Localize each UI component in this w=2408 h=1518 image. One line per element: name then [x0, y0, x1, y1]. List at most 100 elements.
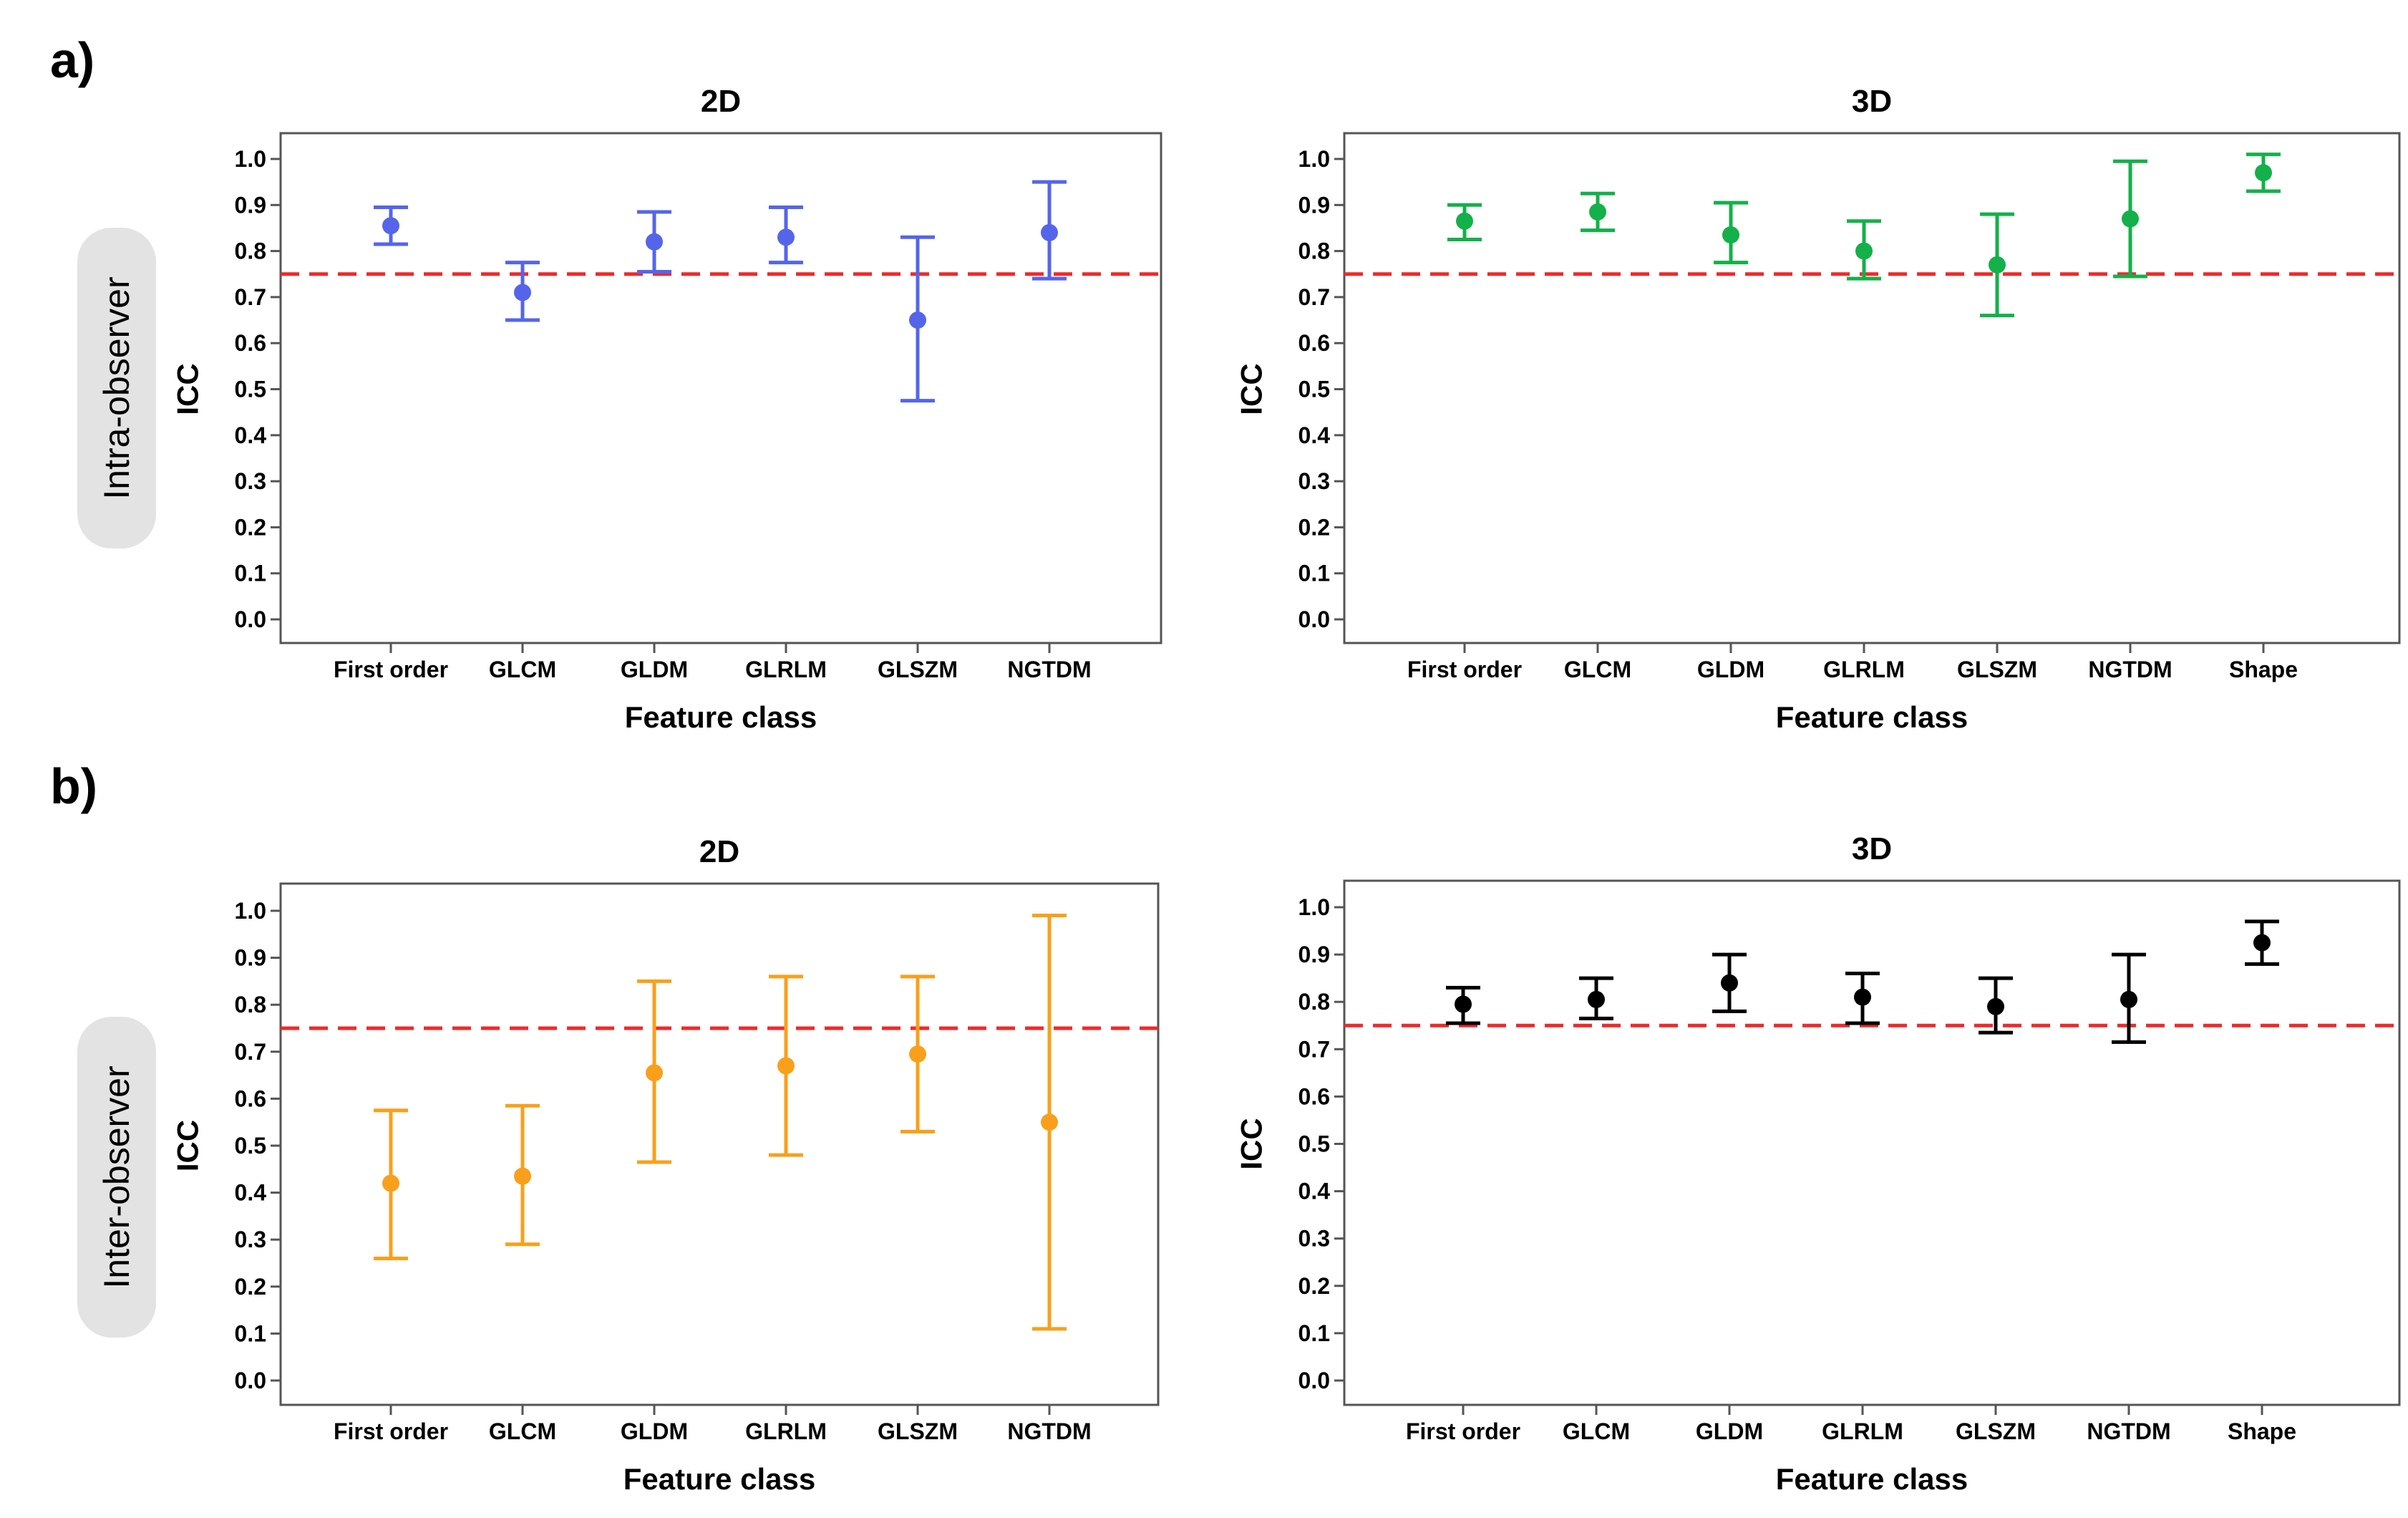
- intra-2d-x-tick-label: GLDM: [621, 657, 688, 682]
- inter-3d-title: 3D: [1852, 831, 1892, 866]
- intra-2d-y-tick-label: 1.0: [235, 146, 266, 172]
- inter-3d-x-tick-label: Shape: [2228, 1418, 2296, 1444]
- intra-2d-y-tick-label: 0.2: [235, 514, 266, 540]
- inter-3d-point: [1987, 997, 2004, 1015]
- intra-3d-y-tick-label: 0.5: [1298, 377, 1330, 402]
- inter-3d-x-tick-label: GLRLM: [1822, 1418, 1903, 1444]
- intra-2d-y-tick-label: 0.0: [235, 606, 266, 632]
- chart-intra-3d: 0.0 0.1 0.2 0.3 0.4 0.5 0.6 0.7 0.8 0.9 1.0 First o…: [1235, 84, 2401, 734]
- inter-2d-x-tick-label: GLSZM: [878, 1418, 958, 1444]
- inter-2d-y-tick-label: 0.3: [235, 1227, 266, 1252]
- inter-3d-point: [1588, 990, 1605, 1008]
- inter-3d-x-tick-label: GLDM: [1696, 1418, 1763, 1444]
- intra-2d-point: [909, 311, 926, 329]
- intra-3d-y-tick-label: 0.9: [1298, 192, 1330, 218]
- row-label-intra-text: Intra-observer: [97, 276, 137, 499]
- intra-3d-x-tick-label: GLRLM: [1823, 657, 1905, 682]
- intra-3d-point: [1722, 226, 1739, 244]
- intra-3d-y-tick-label: 0.8: [1298, 238, 1330, 264]
- inter-3d-plot-frame: [1343, 879, 2401, 1406]
- inter-2d-title: 2D: [699, 834, 739, 869]
- inter-2d-x-tick-label: NGTDM: [1007, 1418, 1091, 1444]
- panel-label-b: b): [50, 758, 97, 814]
- intra-2d-ylabel: ICC: [171, 363, 205, 415]
- panel-label-a: a): [50, 32, 94, 88]
- inter-3d-y-tick-label: 0.4: [1298, 1179, 1331, 1204]
- inter-2d-x-tick-label: First order: [334, 1418, 448, 1444]
- inter-3d-x-tick-label: GLSZM: [1956, 1418, 2036, 1444]
- intra-3d-point: [1456, 212, 1473, 230]
- inter-2d-point: [382, 1174, 399, 1192]
- intra-3d-y-tick-label: 0.2: [1298, 514, 1330, 540]
- inter-2d-y-tick-label: 1.0: [235, 898, 266, 924]
- intra-3d-ylabel: ICC: [1235, 363, 1268, 415]
- inter-2d-y-tick-label: 0.7: [235, 1039, 266, 1065]
- intra-2d-plot-frame: [279, 132, 1162, 644]
- intra-2d-point: [514, 284, 531, 301]
- inter-2d-y-tick-label: 0.6: [235, 1086, 266, 1111]
- intra-3d-plot-frame: [1343, 132, 2401, 644]
- intra-2d-y-tick-label: 0.7: [235, 284, 266, 310]
- intra-2d-y-tick-label: 0.4: [235, 422, 267, 448]
- intra-2d-point: [1041, 223, 1058, 241]
- intra-2d-title: 2D: [701, 84, 741, 119]
- chart-intra-2d: 0.0 0.1 0.2 0.3 0.4 0.5 0.6 0.7 0.8 0.9 1.0 First o…: [171, 84, 1162, 734]
- chart-inter-2d: 0.0 0.1 0.2 0.3 0.4 0.5 0.6 0.7 0.8 0.9 1.0 First o…: [171, 834, 1160, 1496]
- intra-3d-y-tick-label: 0.1: [1298, 561, 1330, 586]
- intra-2d-y-tick-label: 0.3: [235, 468, 266, 494]
- intra-3d-y-tick-label: 0.6: [1298, 330, 1330, 356]
- intra-3d-y-tick-label: 0.3: [1298, 468, 1330, 494]
- inter-3d-y-tick-label: 0.7: [1298, 1036, 1330, 1062]
- inter-2d-y-tick-label: 0.8: [235, 992, 266, 1017]
- inter-3d-x-tick-label: GLCM: [1563, 1418, 1630, 1444]
- inter-3d-ylabel: ICC: [1235, 1118, 1268, 1169]
- inter-3d-y-tick-label: 1.0: [1298, 894, 1330, 920]
- intra-3d-x-tick-label: Shape: [2229, 657, 2298, 682]
- chart-inter-3d: 0.0 0.1 0.2 0.3 0.4 0.5 0.6 0.7 0.8 0.9 1.0 First o…: [1235, 831, 2401, 1496]
- intra-2d-x-tick-label: NGTDM: [1007, 657, 1091, 682]
- inter-3d-point: [1455, 995, 1472, 1013]
- row-label-intra: Intra-observer: [77, 228, 156, 548]
- intra-2d-x-tick-label: GLCM: [489, 657, 556, 682]
- intra-3d-xlabel: Feature class: [1776, 700, 1968, 734]
- inter-2d-point: [1041, 1113, 1058, 1131]
- inter-2d-y-tick-label: 0.0: [235, 1368, 266, 1393]
- intra-2d-point: [777, 228, 795, 246]
- inter-3d-y-tick-label: 0.3: [1298, 1226, 1330, 1252]
- inter-2d-point: [777, 1057, 795, 1075]
- inter-3d-x-tick-label: First order: [1406, 1418, 1520, 1444]
- inter-2d-point: [646, 1064, 663, 1082]
- intra-2d-x-tick-label: First order: [334, 657, 448, 682]
- inter-2d-y-tick-label: 0.9: [235, 945, 266, 971]
- inter-3d-y-tick-label: 0.2: [1298, 1273, 1330, 1299]
- inter-2d-y-tick-label: 0.1: [235, 1320, 266, 1346]
- inter-3d-point: [2120, 990, 2137, 1008]
- intra-3d-point: [2255, 164, 2272, 182]
- inter-3d-xlabel: Feature class: [1776, 1462, 1968, 1496]
- intra-3d-x-tick-label: GLCM: [1564, 657, 1631, 682]
- inter-2d-ylabel: ICC: [171, 1120, 205, 1171]
- inter-2d-xlabel: Feature class: [623, 1462, 816, 1496]
- inter-2d-y-tick-label: 0.2: [235, 1274, 266, 1300]
- intra-3d-x-tick-label: NGTDM: [2088, 657, 2172, 682]
- row-label-inter-text: Inter-observer: [97, 1065, 137, 1288]
- intra-3d-point: [1855, 242, 1873, 260]
- inter-3d-point: [1721, 974, 1738, 992]
- inter-3d-x-tick-label: NGTDM: [2087, 1418, 2170, 1444]
- inter-3d-y-tick-label: 0.6: [1298, 1083, 1330, 1109]
- intra-3d-x-tick-label: GLSZM: [1957, 657, 2037, 682]
- inter-3d-point: [1854, 988, 1871, 1006]
- intra-2d-y-tick-label: 0.1: [235, 561, 266, 586]
- intra-2d-y-tick-label: 0.6: [235, 330, 266, 356]
- intra-3d-point: [2122, 210, 2139, 228]
- inter-2d-x-tick-label: GLCM: [489, 1418, 556, 1444]
- inter-2d-plot-frame: [279, 882, 1160, 1406]
- inter-3d-y-tick-label: 0.8: [1298, 989, 1330, 1015]
- inter-3d-point: [2253, 934, 2271, 952]
- inter-3d-y-tick-label: 0.9: [1298, 942, 1330, 967]
- intra-3d-x-tick-label: GLDM: [1697, 657, 1764, 682]
- intra-2d-xlabel: Feature class: [625, 700, 817, 734]
- intra-3d-x-tick-label: First order: [1407, 657, 1522, 682]
- inter-3d-y-tick-label: 0.0: [1298, 1368, 1330, 1393]
